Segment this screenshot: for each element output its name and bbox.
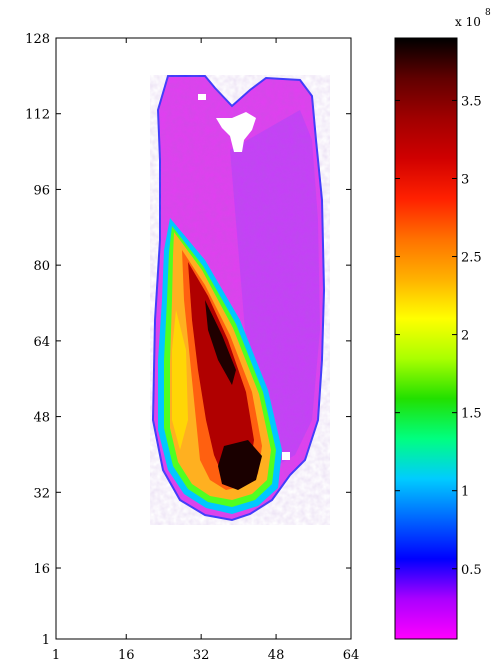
x-tick-label: 1 <box>52 648 60 663</box>
y-tick-label: 112 <box>25 108 50 123</box>
y-tick-label: 1 <box>42 633 50 648</box>
x-axis: 1 16 32 48 64 <box>52 38 359 663</box>
colorbar-gradient <box>395 38 457 639</box>
y-tick-label: 128 <box>25 32 50 47</box>
heatmap-panel: 1 16 32 48 64 1 16 32 48 64 80 96 112 128 <box>25 32 359 663</box>
y-tick-label: 64 <box>33 335 50 350</box>
heat-region-top-notch <box>216 112 256 152</box>
plot-frame <box>55 37 352 640</box>
colorbar: 0.5 1 1.5 2 2.5 3 3.5 x 10 8 <box>394 8 491 640</box>
heat-region-top-dot <box>198 94 206 100</box>
colorbar-tick-label: 2 <box>461 329 469 344</box>
colorbar-scale-label: x 10 <box>455 15 481 29</box>
heatmap-image <box>150 75 330 525</box>
y-tick-label: 16 <box>33 562 50 577</box>
x-tick-label: 32 <box>193 648 210 663</box>
colorbar-tick-label: 2.5 <box>461 251 482 266</box>
colorbar-scale-exponent: 8 <box>485 8 491 18</box>
colorbar-ticks: 0.5 1 1.5 2 2.5 3 3.5 <box>395 94 482 578</box>
y-tick-label: 96 <box>33 183 50 198</box>
heat-region-inner-lobe-bottom <box>218 440 262 490</box>
colorbar-tick-label: 0.5 <box>461 563 482 578</box>
y-tick-label: 32 <box>33 486 50 501</box>
colorbar-tick-label: 1 <box>461 485 469 500</box>
heat-region-inner-lobe-dark <box>205 300 236 385</box>
heat-region-inner-lobe-yellow <box>172 310 188 450</box>
colorbar-tick-label: 3.5 <box>461 94 482 109</box>
y-axis: 1 16 32 48 64 80 96 112 128 <box>25 32 351 648</box>
y-tick-label: 48 <box>33 411 50 426</box>
heat-region-edge-gap <box>282 452 290 460</box>
x-tick-label: 16 <box>118 648 135 663</box>
colorbar-tick-label: 1.5 <box>461 407 482 422</box>
x-tick-label: 48 <box>268 648 285 663</box>
x-tick-label: 64 <box>343 648 360 663</box>
y-tick-label: 80 <box>33 259 50 274</box>
heat-region-inner-lobe-core <box>188 262 254 478</box>
colorbar-frame <box>394 37 458 640</box>
colorbar-tick-label: 3 <box>461 172 469 187</box>
